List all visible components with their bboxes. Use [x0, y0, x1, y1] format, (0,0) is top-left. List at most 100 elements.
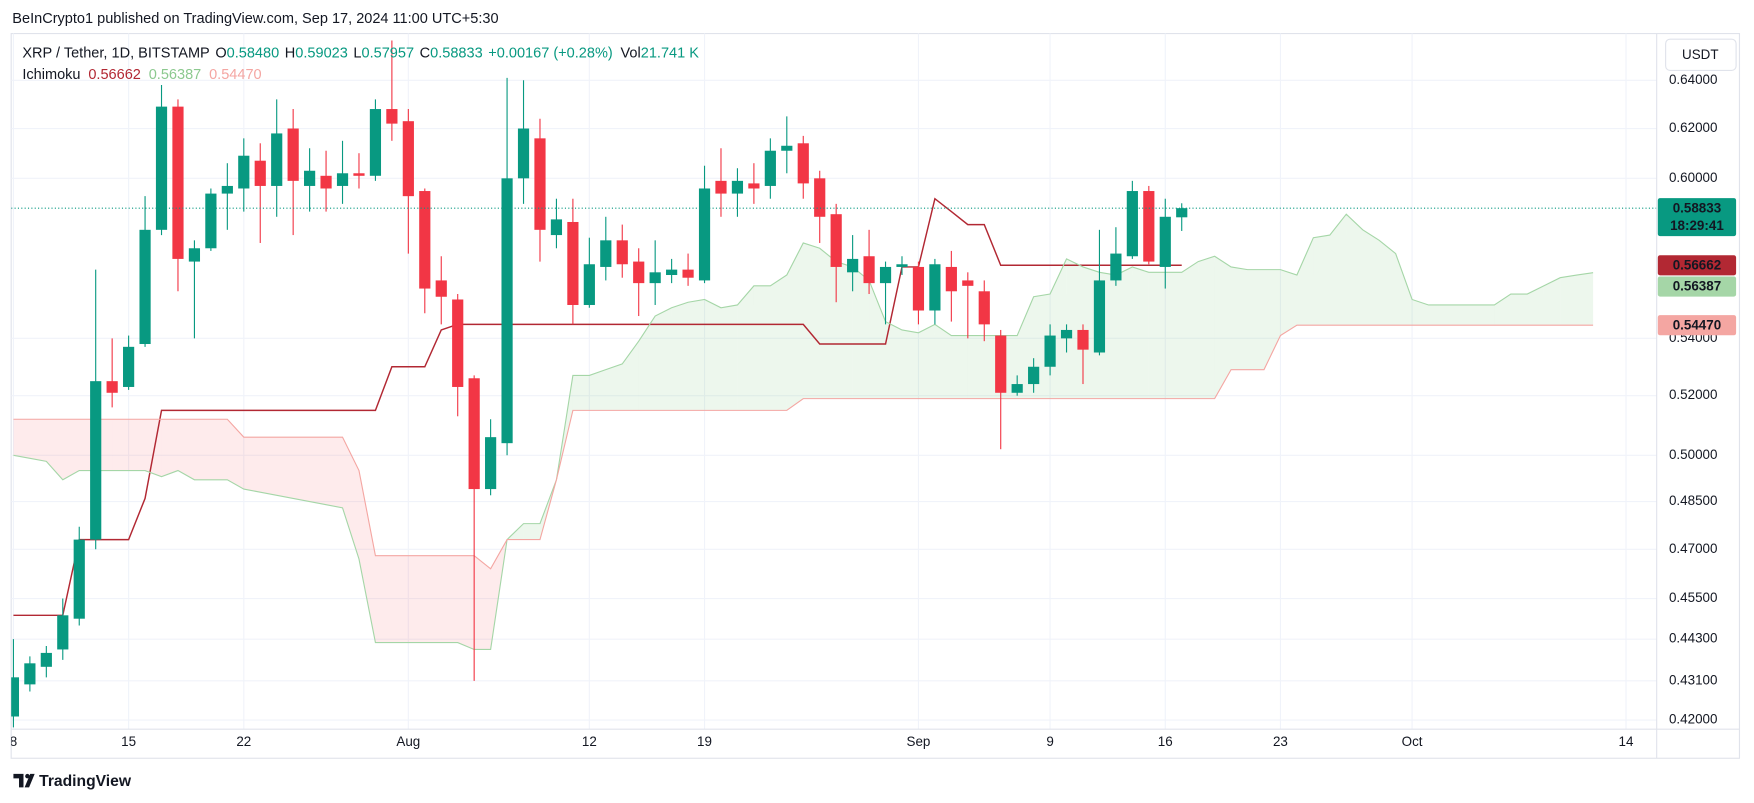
price-label-text: 0.56387 — [1673, 279, 1721, 294]
cloud-segment — [1165, 272, 1182, 399]
candle-body — [863, 256, 875, 284]
x-tick-label: 9 — [1046, 734, 1053, 749]
cloud-segment — [1214, 256, 1232, 399]
candle-body — [172, 106, 184, 259]
ohlc-key: L — [353, 46, 361, 62]
price-labels: 0.58833 18:29:41 0.56662 0.56387 0.54470 — [1657, 198, 1737, 336]
y-tick-label: 0.64000 — [1669, 72, 1717, 87]
candle-body — [221, 185, 233, 194]
x-tick-label: 14 — [1619, 734, 1634, 749]
cloud-segment — [1494, 294, 1511, 326]
candle-body — [238, 155, 250, 189]
candle-body — [369, 109, 382, 176]
candle-body — [666, 269, 678, 276]
cloud-segment — [1527, 285, 1544, 326]
candle-body — [1093, 280, 1106, 353]
candle-body — [73, 539, 85, 619]
cloud-segment — [819, 248, 837, 399]
cloud-segment — [1313, 235, 1330, 326]
cloud-segment — [951, 335, 968, 399]
cloud-segment — [1576, 272, 1594, 326]
candle-body — [501, 178, 513, 444]
currency-button[interactable] — [1665, 38, 1737, 72]
cloud-segment — [1280, 269, 1297, 336]
cloud-segment — [1461, 304, 1478, 326]
cloud-segment — [1362, 229, 1380, 326]
candle-body — [550, 219, 563, 236]
candle-body — [304, 170, 316, 186]
x-tick-label: 22 — [236, 734, 251, 749]
candle-body — [468, 378, 480, 490]
candle-body — [649, 272, 661, 284]
candle-body — [57, 615, 69, 650]
price-label — [1657, 255, 1737, 276]
price-label-text: 0.54470 — [1673, 317, 1721, 332]
cloud-segment — [1428, 304, 1446, 326]
cloud-segment — [786, 242, 804, 411]
candle-body — [1028, 366, 1040, 385]
y-tick-label: 0.45500 — [1669, 590, 1717, 605]
candle-body — [11, 677, 20, 717]
price-label-text: 0.58833 — [1673, 200, 1721, 215]
change: +0.00167 (+0.28%) — [488, 46, 612, 62]
candle-body — [715, 180, 727, 194]
cloud-segment — [457, 555, 475, 650]
candle-body — [205, 193, 217, 249]
candle-body — [402, 121, 414, 197]
y-tick-label: 0.42000 — [1669, 712, 1717, 727]
candle-body — [978, 291, 990, 325]
cloud-segment — [293, 437, 310, 502]
cloud-segment — [358, 470, 376, 643]
price-label — [1657, 276, 1737, 297]
cloud-segment — [1231, 266, 1248, 370]
cloud-segment — [194, 419, 211, 480]
attribution: BeInCrypto1 published on TradingView.com… — [12, 11, 498, 27]
symbol-legend: XRP / Tether, 1D, BITSTAMP O0.58480 H0.590… — [22, 46, 699, 62]
y-tick-label: 0.52000 — [1669, 387, 1717, 402]
candle-body — [1176, 208, 1188, 218]
candle-body — [879, 266, 892, 284]
cloud-segment — [424, 555, 442, 643]
candle-body — [40, 652, 52, 667]
candle-body — [682, 269, 694, 278]
currency[interactable]: USDT — [1682, 47, 1719, 62]
cloud-segment — [1379, 240, 1396, 326]
price-label — [1657, 315, 1737, 336]
cloud-segment — [967, 335, 985, 399]
candle-body — [847, 258, 859, 273]
ohlc-value: 0.57957 — [362, 46, 415, 62]
y-tick-label: 0.48500 — [1669, 493, 1717, 508]
y-tick-label: 0.50000 — [1669, 447, 1717, 462]
cloud-segment — [276, 437, 294, 499]
cloud-segment — [720, 304, 738, 411]
ohlc-value: 0.59023 — [295, 46, 348, 62]
candle-body — [1159, 216, 1171, 267]
ichimoku-line — [13, 213, 1594, 651]
ohlc-key: H — [285, 46, 296, 62]
cloud-segment — [803, 242, 820, 399]
cloud-segment — [885, 321, 902, 399]
candle-body — [764, 150, 776, 186]
x-tick-label: Aug — [396, 734, 420, 749]
candle-body — [797, 143, 809, 184]
candle-body — [748, 183, 760, 189]
cloud-segment — [145, 419, 162, 477]
x-tick-label: Sep — [907, 734, 931, 749]
cloud-segment — [408, 555, 425, 643]
y-tick-label: 0.62000 — [1669, 120, 1717, 135]
cloud-segment — [572, 375, 590, 411]
x-tick-label: 15 — [121, 734, 136, 749]
candle-body — [698, 188, 711, 281]
volume-value: 21.741 K — [641, 46, 699, 62]
candle-body — [633, 261, 645, 284]
candle-body — [419, 191, 431, 289]
time-axis: 8 15 22 Aug 12 19 Sep 9 16 23 Oct 14 — [11, 734, 1634, 749]
cloud-segment — [260, 437, 277, 496]
candle-body — [731, 180, 744, 194]
cloud-segment — [210, 419, 228, 480]
x-tick-label: Oct — [1402, 734, 1423, 749]
cloud-segment — [474, 555, 491, 650]
cloud-segment — [326, 437, 343, 508]
cloud-segment — [1477, 304, 1495, 326]
